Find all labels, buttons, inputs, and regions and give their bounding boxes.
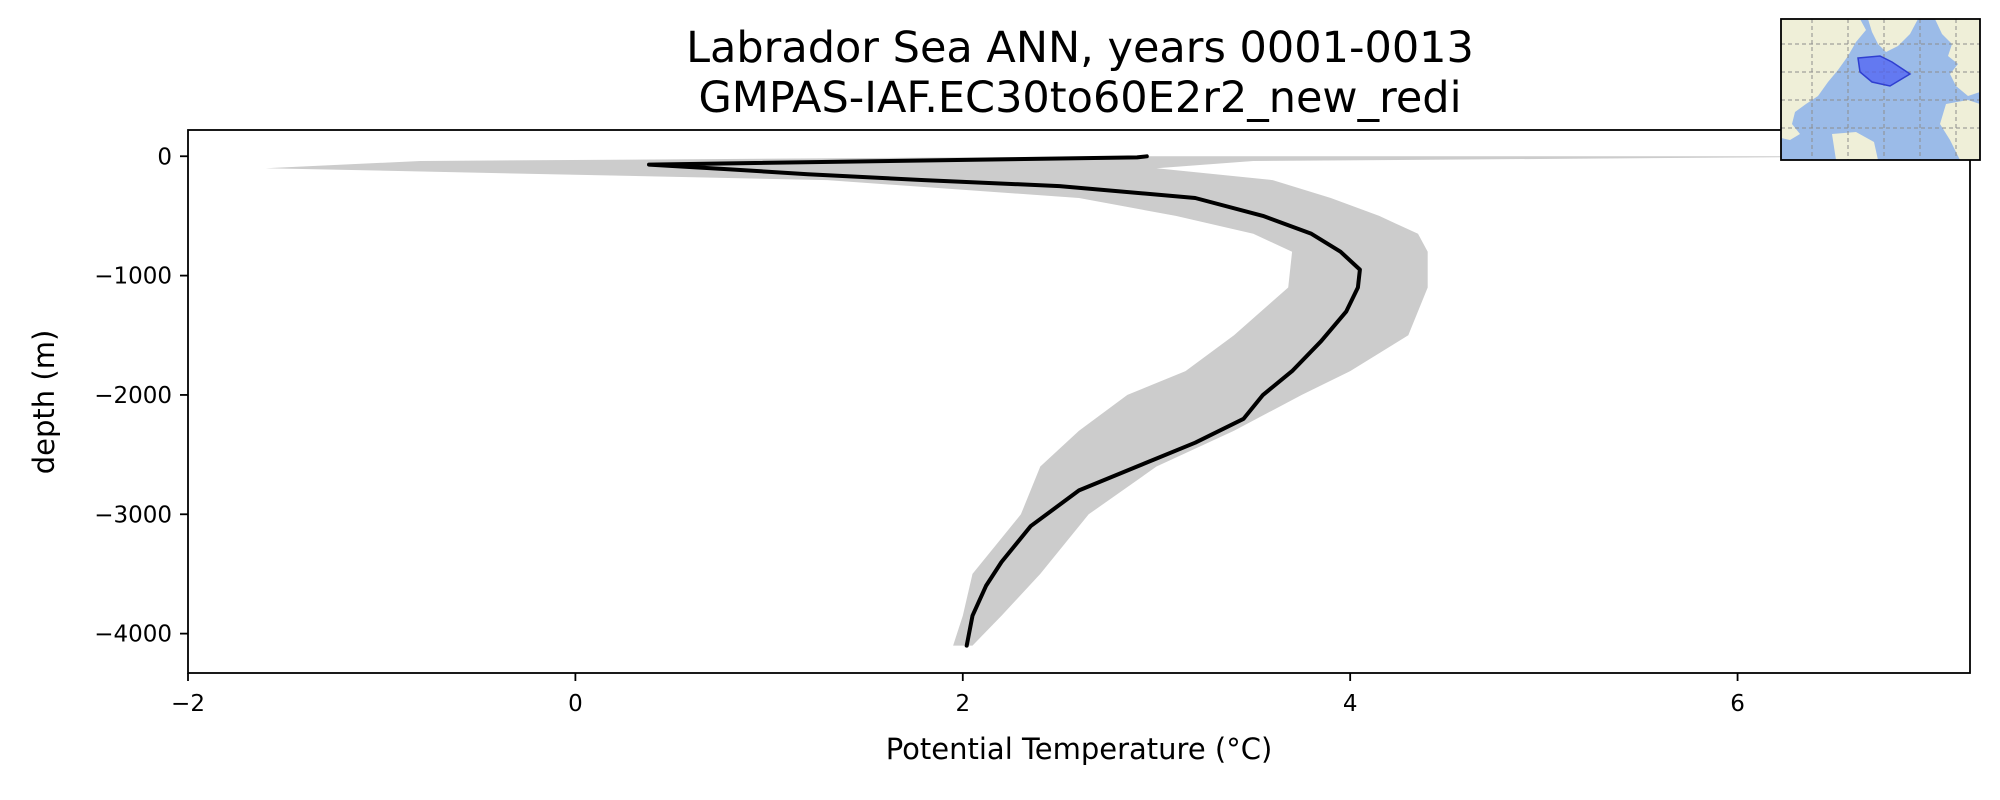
inset-land [1935, 19, 1980, 96]
y-axis: 0 −1000 −2000 −3000 −4000 [94, 144, 188, 648]
inset-map [1780, 18, 1981, 161]
inset-land [1832, 132, 1878, 160]
range-band-layer [265, 156, 1912, 646]
range-band [265, 156, 1912, 646]
y-tick-label: −3000 [94, 502, 172, 528]
plot-frame [187, 129, 1971, 674]
x-tick-label: 4 [1343, 691, 1358, 717]
plot-area [187, 129, 1971, 674]
y-axis-label: depth (m) [27, 330, 61, 475]
x-tick-label: −2 [171, 691, 205, 717]
x-axis-label: Potential Temperature (°C) [886, 732, 1273, 766]
y-tick-label: −1000 [94, 264, 172, 290]
y-tick-label: −2000 [94, 383, 172, 409]
labrador-sea-region [1857, 55, 1912, 87]
x-tick-label: 2 [955, 691, 970, 717]
x-tick-label: 6 [1730, 691, 1745, 717]
mean-line [647, 154, 1362, 648]
x-tick-label: 0 [568, 691, 583, 717]
chart-title: Labrador Sea ANN, years 0001-0013 [686, 23, 1474, 73]
y-tick-label: −4000 [94, 622, 172, 648]
inset-frame [1780, 18, 1981, 161]
mean-line-layer [647, 154, 1362, 648]
inset-land [1781, 19, 1866, 140]
x-axis: −2 0 2 4 6 [171, 673, 1745, 717]
y-tick-label: 0 [157, 144, 172, 170]
inset-land [1940, 100, 1980, 160]
chart-subtitle: GMPAS-IAF.EC30to60E2r2_new_redi [698, 73, 1461, 123]
